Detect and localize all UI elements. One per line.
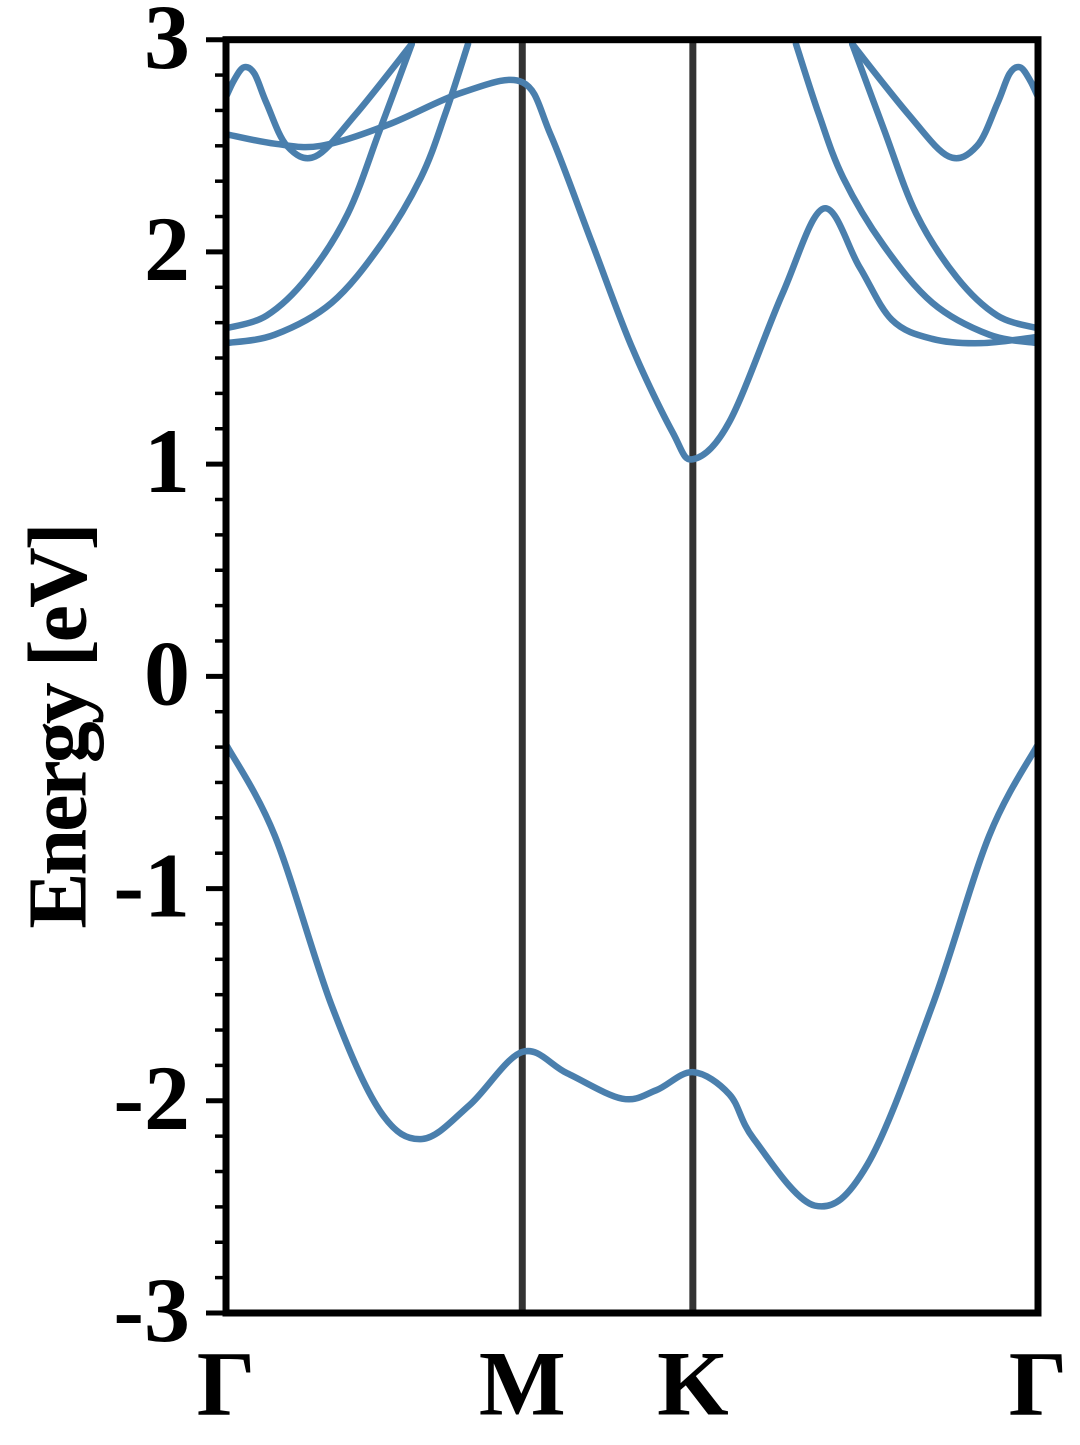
svg-text:-3: -3	[113, 1259, 190, 1361]
svg-text:1: 1	[144, 410, 190, 512]
svg-text:Γ: Γ	[1009, 1333, 1068, 1435]
svg-text:-2: -2	[113, 1047, 190, 1149]
svg-text:-1: -1	[113, 835, 190, 937]
svg-text:2: 2	[144, 198, 190, 300]
svg-text:0: 0	[144, 622, 190, 724]
svg-text:Γ: Γ	[197, 1333, 256, 1435]
svg-text:K: K	[657, 1333, 729, 1435]
svg-text:3: 3	[144, 0, 190, 88]
svg-text:M: M	[479, 1333, 566, 1435]
